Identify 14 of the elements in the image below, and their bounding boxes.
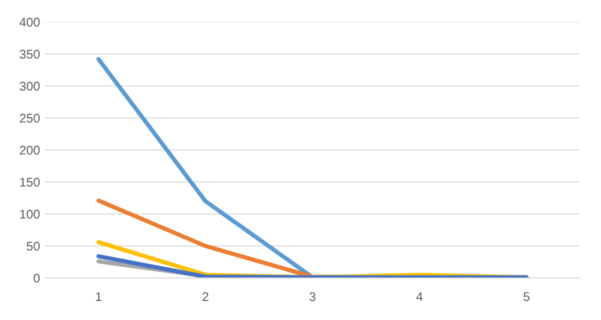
y-tick-label: 300: [20, 82, 40, 91]
y-tick-label: 100: [20, 210, 40, 219]
x-tick-label: 3: [310, 292, 316, 302]
y-tick-label: 50: [26, 242, 40, 251]
x-tick-label: 4: [416, 292, 423, 301]
x-tick-label: 1: [96, 292, 102, 301]
y-tick-label: 250: [20, 114, 40, 123]
x-tick-label: 5: [524, 292, 530, 302]
y-tick-label: 400: [20, 18, 40, 27]
y-tick-label: 150: [20, 178, 40, 187]
y-tick-label: 350: [20, 50, 40, 59]
x-tick-label: 2: [202, 292, 208, 301]
y-tick-label: 0: [34, 274, 40, 283]
y-tick-label: 200: [20, 146, 40, 155]
